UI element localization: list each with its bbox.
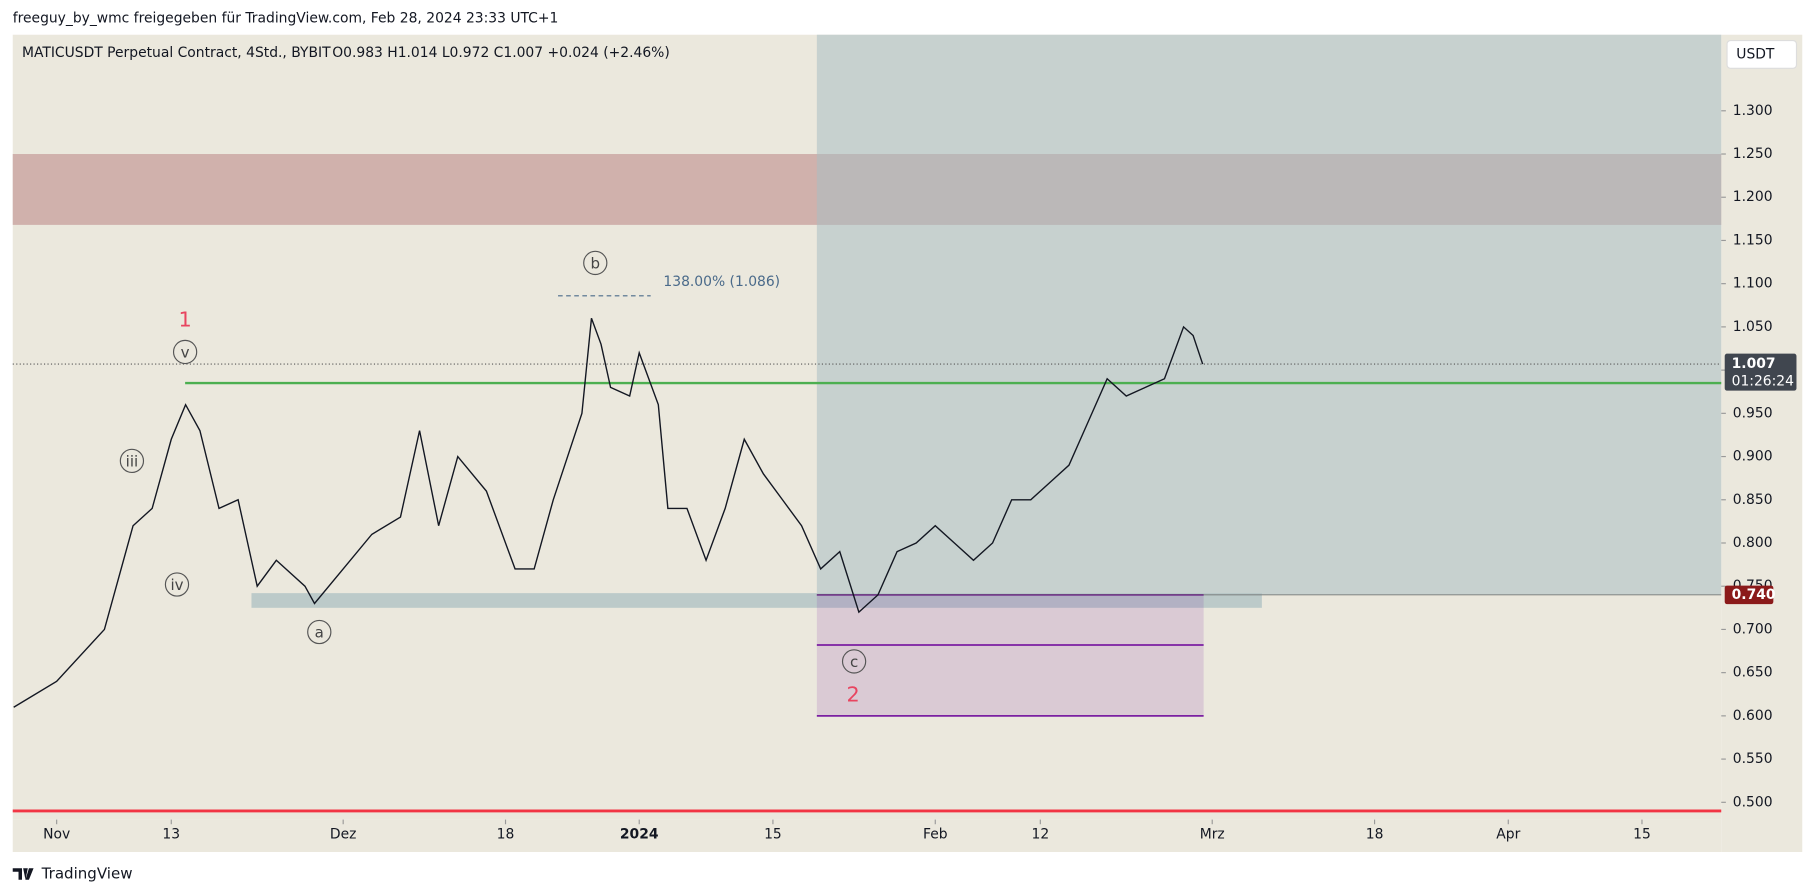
wave-circle [119,448,145,474]
footer-logo [12,868,34,880]
x-tick-label: 15 [764,827,782,843]
y-tick-label: 0.950 [1733,405,1773,421]
support-band [251,593,1262,608]
chart: MATICUSDT Perpetual Contract, 4Std., BYB… [12,34,1798,843]
publisher: freeguy_by_wmc freigegeben für TradingVi… [13,11,559,27]
wave-label: iv [170,576,183,594]
price-axis [1721,34,1803,853]
x-tick-label: 12 [1031,827,1049,843]
y-tick-label: 0.700 [1733,621,1773,637]
time-axis [12,819,1722,853]
y-tick-label: 0.850 [1733,492,1773,508]
last-price-tag [1724,353,1797,391]
price-line [13,318,1204,708]
x-tick-label: 15 [1633,827,1651,843]
wave-label: b [591,255,601,273]
y-tick-label: 0.550 [1733,751,1773,767]
y-tick-label: 1.200 [1733,189,1773,205]
wave-circle [307,619,332,645]
wave-label: a [315,624,324,642]
currency-box [1726,39,1798,69]
y-tick-label: 1.150 [1733,232,1773,248]
y-tick-label: 1.100 [1733,276,1773,292]
x-tick-label: Apr [1496,827,1520,843]
y-tick-label: 0.800 [1733,535,1773,551]
wave-circle [164,572,190,597]
level-tag [1724,585,1774,605]
y-tick-label: 1.050 [1733,319,1773,335]
legend-ohlc: O0.983 H1.014 L0.972 C1.007 +0.024 (+2.4… [332,45,670,61]
wave-circle [841,649,867,674]
y-tick-label: 0.500 [1733,794,1773,810]
last-price-label: 1.007 [1732,356,1776,372]
wave-circle [583,250,608,276]
level-tag-label: 0.740 [1732,587,1776,603]
purple-box [816,594,1204,716]
wave-label: 1 [178,307,191,331]
wave-label: 2 [847,682,860,706]
y-tick-label: 0.600 [1733,708,1773,724]
x-tick-label: Feb [923,827,948,843]
wave-label: c [850,653,858,671]
target-box [816,34,1722,595]
x-tick-label: 2024 [620,827,659,843]
wave-label: iii [126,453,139,471]
y-tick-label: 0.650 [1733,665,1773,681]
x-tick-label: 18 [1366,827,1384,843]
y-tick-label: 1.250 [1733,146,1773,162]
x-tick-label: 18 [497,827,515,843]
x-tick-label: Dez [330,827,357,843]
footer-brand: TradingView [41,865,133,883]
wave-circle [172,339,198,365]
x-tick-label: 13 [162,827,180,843]
y-tick-label: 0.900 [1733,449,1773,465]
legend-title: MATICUSDT Perpetual Contract, 4Std., BYB… [22,45,331,61]
x-tick-label: Mrz [1200,827,1225,843]
x-tick-label: Nov [43,827,70,843]
countdown: 01:26:24 [1732,373,1794,389]
currency: USDT [1736,46,1775,62]
wave-label: v [181,344,190,362]
y-tick-label: 1.300 [1733,103,1773,119]
fib-label: 138.00% (1.086) [663,274,780,290]
